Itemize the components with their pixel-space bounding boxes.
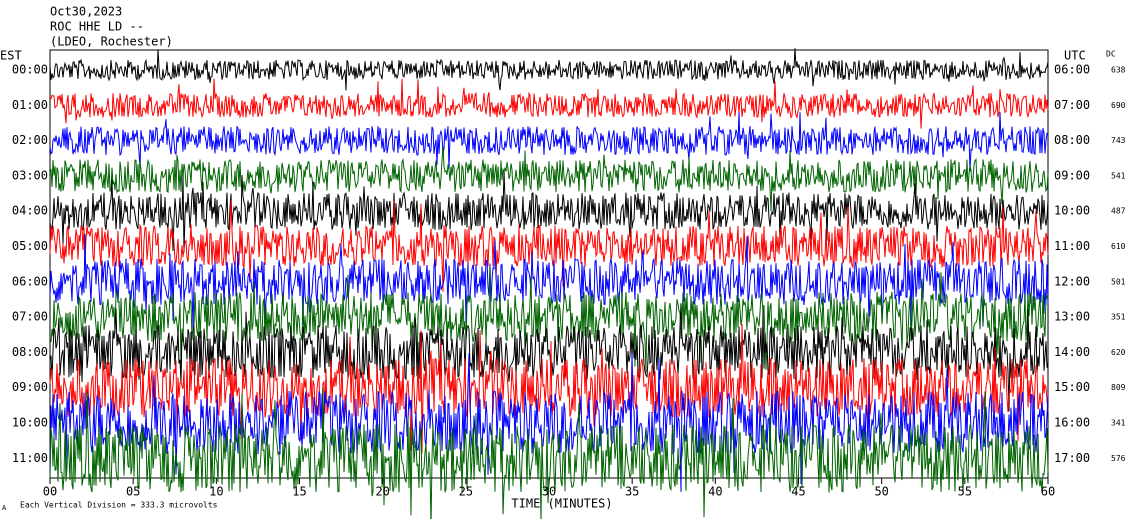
utc-label: 14:00 <box>1054 345 1090 359</box>
est-label: 00:00 <box>12 63 48 77</box>
utc-label: 11:00 <box>1054 239 1090 253</box>
x-tick-label: 60 <box>1041 485 1055 499</box>
dc-value: 487 <box>1111 207 1126 216</box>
utc-label: 16:00 <box>1054 416 1090 430</box>
trace <box>49 265 1049 373</box>
x-tick-label: 05 <box>126 485 140 499</box>
dc-value: 690 <box>1111 101 1126 110</box>
dc-value: 809 <box>1111 383 1126 392</box>
utc-label: 10:00 <box>1054 204 1090 218</box>
utc-label: 06:00 <box>1054 63 1090 77</box>
est-label: 07:00 <box>12 310 48 324</box>
x-tick-label: 15 <box>292 485 306 499</box>
utc-label: 08:00 <box>1054 133 1090 147</box>
est-label: 04:00 <box>12 204 48 218</box>
est-label: 11:00 <box>12 451 48 465</box>
date: Oct30,2023 <box>50 5 122 19</box>
trace <box>49 48 1049 91</box>
network: (LDEO, Rochester) <box>50 35 173 49</box>
footer: Each Vertical Division = 333.3 microvolt… <box>20 501 218 510</box>
est-label: 01:00 <box>12 98 48 112</box>
utc-label: 12:00 <box>1054 274 1090 288</box>
dc-label: DC <box>1106 50 1116 59</box>
x-tick-label: 35 <box>625 485 639 499</box>
x-tick-label: 45 <box>791 485 805 499</box>
x-tick-label: 10 <box>209 485 223 499</box>
traces <box>49 48 1049 519</box>
dc-value: 743 <box>1111 136 1126 145</box>
utc-label: 17:00 <box>1054 451 1090 465</box>
x-tick-label: 00 <box>43 485 57 499</box>
x-label: TIME (MINUTES) <box>511 497 612 511</box>
station: ROC HHE LD -- <box>50 20 144 34</box>
x-tick-label: 55 <box>958 485 972 499</box>
dc-value: 541 <box>1111 171 1126 180</box>
dc-value: 610 <box>1111 242 1126 251</box>
dc-value: 351 <box>1111 313 1126 322</box>
dc-value: 501 <box>1111 277 1126 286</box>
est-label: 06:00 <box>12 274 48 288</box>
est-label: 03:00 <box>12 168 48 182</box>
x-tick-label: 40 <box>708 485 722 499</box>
corner-mark: A <box>2 504 7 512</box>
trace <box>49 146 1049 212</box>
est-label: 08:00 <box>12 345 48 359</box>
trace <box>49 200 1049 292</box>
utc-label: 13:00 <box>1054 310 1090 324</box>
trace <box>49 170 1049 253</box>
est-label: 05:00 <box>12 239 48 253</box>
utc-label: 07:00 <box>1054 98 1090 112</box>
x-tick-label: 30 <box>542 485 556 499</box>
right-label: UTC <box>1064 49 1086 63</box>
dc-value: 576 <box>1111 454 1126 463</box>
trace <box>49 323 1049 454</box>
dc-value: 620 <box>1111 348 1126 357</box>
x-tick-label: 25 <box>459 485 473 499</box>
est-label: 09:00 <box>12 380 48 394</box>
dc-value: 341 <box>1111 419 1126 428</box>
est-label: 02:00 <box>12 133 48 147</box>
est-label: 10:00 <box>12 416 48 430</box>
x-tick-label: 20 <box>375 485 389 499</box>
trace <box>49 78 1049 129</box>
x-tick-label: 50 <box>874 485 888 499</box>
utc-label: 15:00 <box>1054 380 1090 394</box>
dc-value: 638 <box>1111 66 1126 75</box>
trace <box>49 111 1049 172</box>
left-label: EST <box>0 49 22 63</box>
utc-label: 09:00 <box>1054 168 1090 182</box>
